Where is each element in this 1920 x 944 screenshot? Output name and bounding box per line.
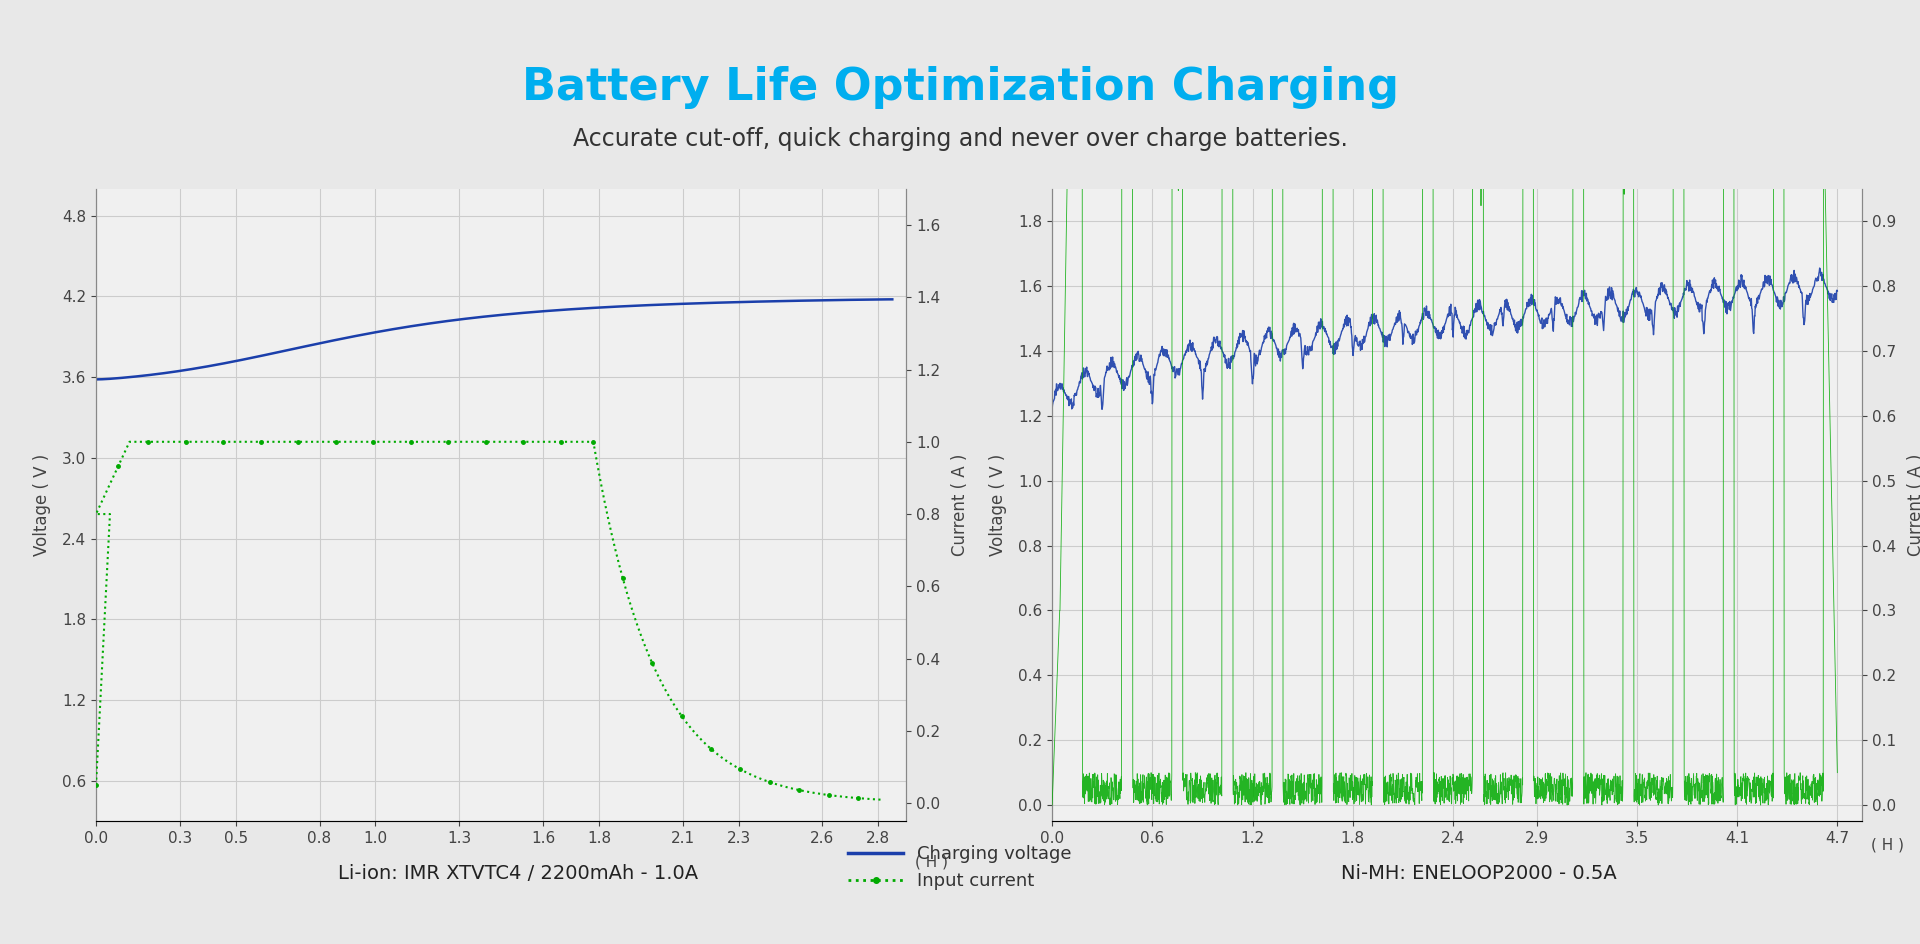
Text: Li-ion: IMR XTVTC4 / 2200mAh - 1.0A: Li-ion: IMR XTVTC4 / 2200mAh - 1.0A	[338, 864, 699, 883]
Y-axis label: Current ( A ): Current ( A )	[950, 454, 970, 556]
Y-axis label: Voltage ( V ): Voltage ( V )	[33, 454, 50, 556]
Legend: Charging voltage, Input current: Charging voltage, Input current	[841, 837, 1079, 897]
Text: Ni-MH: ENELOOP2000 - 0.5A: Ni-MH: ENELOOP2000 - 0.5A	[1340, 864, 1617, 883]
Text: Accurate cut-off, quick charging and never over charge batteries.: Accurate cut-off, quick charging and nev…	[572, 127, 1348, 151]
Text: ( H ): ( H )	[914, 855, 948, 870]
Y-axis label: Voltage ( V ): Voltage ( V )	[989, 454, 1008, 556]
Text: ( H ): ( H )	[1870, 837, 1905, 852]
Y-axis label: Current ( A ): Current ( A )	[1907, 454, 1920, 556]
Text: Battery Life Optimization Charging: Battery Life Optimization Charging	[522, 66, 1398, 110]
